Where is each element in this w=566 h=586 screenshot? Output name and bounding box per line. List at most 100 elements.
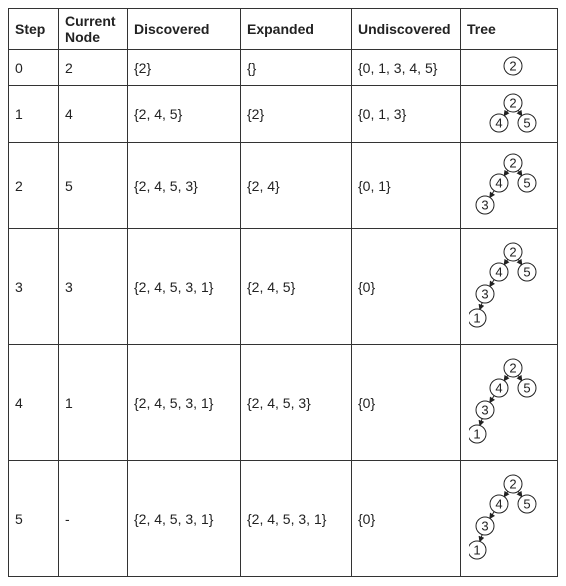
tree-node-label: 2 (509, 156, 516, 171)
tree-node-label: 4 (495, 381, 502, 396)
tree-diagram: 24 5 31 (469, 358, 537, 444)
tree-edge (489, 190, 496, 199)
cell-expanded: {2, 4} (240, 142, 352, 229)
cell-current-node: 3 (58, 228, 128, 345)
tree-node-label: 5 (523, 497, 530, 512)
header-discovered: Discovered (127, 8, 241, 50)
tree-node-2 (503, 474, 523, 494)
tree-node-2 (503, 358, 523, 378)
header-undiscovered: Undiscovered (351, 8, 461, 50)
tree-diagram: 24 5 (489, 93, 537, 132)
tree-edge (516, 169, 523, 177)
tree-node-label: 1 (473, 543, 480, 558)
tree-node-label: 4 (495, 265, 502, 280)
tree-node-4 (489, 262, 509, 282)
cell-current-node: - (58, 460, 128, 577)
tree-node-label: 3 (481, 403, 488, 418)
tree-node-label: 2 (509, 95, 516, 110)
cell-undiscovered: {0, 1} (351, 142, 461, 229)
tree-node-label: 2 (509, 361, 516, 376)
header-expanded: Expanded (240, 8, 352, 50)
tree-node-label: 4 (495, 497, 502, 512)
cell-step: 2 (8, 142, 59, 229)
cell-discovered: {2, 4, 5, 3} (127, 142, 241, 229)
cell-expanded: {2, 4, 5, 3} (240, 344, 352, 461)
cell-discovered: {2, 4, 5, 3, 1} (127, 344, 241, 461)
cell-discovered: {2, 4, 5} (127, 85, 241, 143)
tree-edge (503, 490, 510, 498)
tree-node-label: 5 (523, 176, 530, 191)
search-steps-table: Step Current Node Discovered Expanded Un… (8, 8, 558, 577)
cell-step: 1 (8, 85, 59, 143)
tree-edge (516, 374, 523, 382)
cell-undiscovered: {0} (351, 460, 461, 577)
tree-node-label: 2 (509, 245, 516, 260)
tree-node-2 (503, 242, 523, 262)
tree-node-2 (503, 93, 523, 112)
header-tree: Tree (460, 8, 558, 50)
tree-node-3 (475, 195, 495, 215)
cell-current-node: 1 (58, 344, 128, 461)
tree-edge (478, 302, 485, 311)
tree-node-1 (469, 540, 487, 560)
table-row: 0 2 {2} {} {0, 1, 3, 4, 5} 2 (8, 49, 558, 86)
tree-edge (516, 109, 523, 116)
tree-node-4 (489, 494, 509, 514)
tree-node-4 (489, 378, 509, 398)
tree-edge (489, 279, 496, 288)
table-row: 5 - {2, 4, 5, 3, 1} {2, 4, 5, 3, 1} {0} … (8, 460, 558, 577)
cell-discovered: {2, 4, 5, 3, 1} (127, 460, 241, 577)
header-current-node: Current Node (58, 8, 128, 50)
cell-current-node: 2 (58, 49, 128, 86)
tree-node-label: 3 (481, 519, 488, 534)
cell-discovered: {2, 4, 5, 3, 1} (127, 228, 241, 345)
cell-undiscovered: {0, 1, 3, 4, 5} (351, 49, 461, 86)
tree-node-5 (517, 262, 537, 282)
tree-node-label: 3 (481, 198, 488, 213)
tree-node-1 (469, 308, 487, 328)
cell-current-node: 5 (58, 142, 128, 229)
tree-edge (489, 395, 496, 404)
tree-node-label: 2 (509, 477, 516, 492)
tree-node-label: 5 (523, 381, 530, 396)
tree-edge (478, 418, 485, 427)
tree-node-label: 4 (495, 115, 502, 130)
tree-diagram: 24 5 31 (469, 474, 537, 560)
tree-node-2 (503, 56, 523, 76)
tree-node-3 (475, 400, 495, 420)
header-row: Step Current Node Discovered Expanded Un… (8, 8, 558, 50)
cell-step: 3 (8, 228, 59, 345)
tree-node-3 (475, 284, 495, 304)
tree-node-label: 3 (481, 287, 488, 302)
tree-node-1 (469, 424, 487, 444)
tree-node-4 (489, 173, 509, 193)
tree-node-label: 1 (473, 427, 480, 442)
cell-expanded: {} (240, 49, 352, 86)
cell-undiscovered: {0} (351, 228, 461, 345)
tree-node-5 (517, 113, 537, 132)
tree-edge (489, 511, 496, 520)
tree-edge (503, 169, 510, 177)
tree-node-5 (517, 378, 537, 398)
cell-expanded: {2, 4, 5, 3, 1} (240, 460, 352, 577)
tree-node-label: 1 (473, 311, 480, 326)
tree-node-label: 2 (509, 59, 516, 74)
tree-diagram: 24 5 31 (469, 242, 537, 328)
tree-node-label: 5 (523, 265, 530, 280)
tree-node-5 (517, 494, 537, 514)
tree-edge (503, 258, 510, 266)
tree-node-5 (517, 173, 537, 193)
tree-diagram: 2 (503, 56, 523, 76)
tree-node-2 (503, 153, 523, 173)
tree-diagram: 24 5 3 (475, 153, 537, 215)
tree-edge (516, 490, 523, 498)
